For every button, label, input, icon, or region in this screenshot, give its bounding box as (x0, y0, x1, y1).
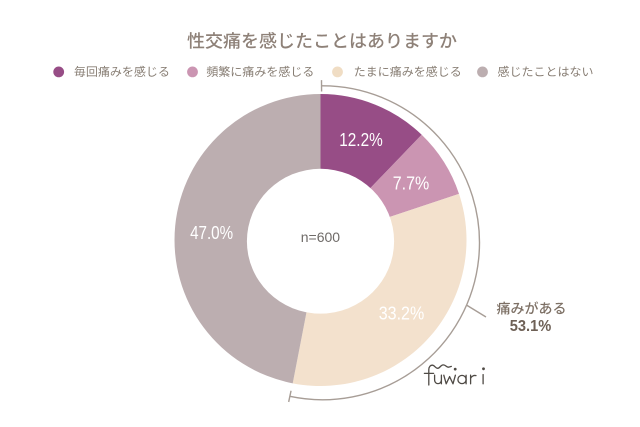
svg-text:47.0%: 47.0% (190, 223, 233, 243)
svg-text:n=600: n=600 (301, 229, 341, 245)
svg-text:33.2%: 33.2% (379, 303, 425, 323)
svg-text:7.7%: 7.7% (393, 173, 430, 193)
svg-text:53.1%: 53.1% (510, 318, 552, 335)
svg-text:12.2%: 12.2% (339, 130, 383, 150)
